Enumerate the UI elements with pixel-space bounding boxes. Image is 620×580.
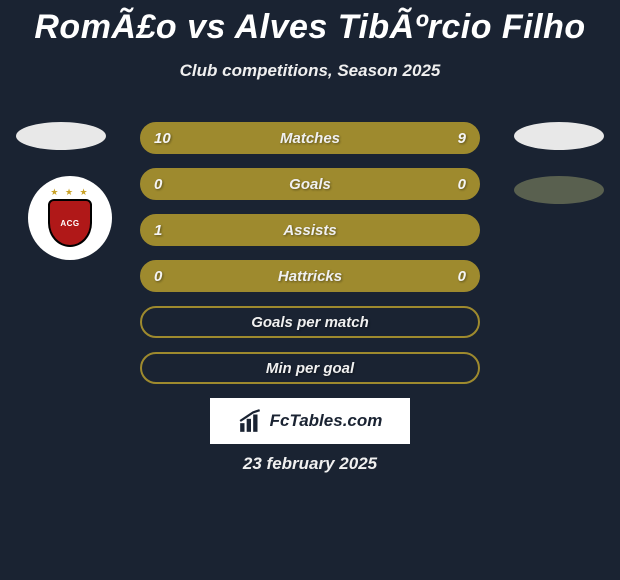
stat-row-goals-per-match: Goals per match — [140, 306, 480, 338]
date-text: 23 february 2025 — [243, 454, 377, 474]
stat-right-value: 9 — [442, 130, 466, 147]
fctables-text: FcTables.com — [270, 411, 383, 431]
player-right-club-avatar — [514, 176, 604, 204]
stat-right-value: 0 — [442, 176, 466, 193]
stat-label: Assists — [283, 222, 336, 239]
stat-left-value: 1 — [154, 222, 178, 239]
stat-label: Goals — [289, 176, 331, 193]
stat-row-assists: 1 Assists — [140, 214, 480, 246]
stat-right-value: 0 — [442, 268, 466, 285]
stat-label: Hattricks — [278, 268, 342, 285]
stat-left-value: 0 — [154, 268, 178, 285]
club-badge-left: ★ ★ ★ ACG — [28, 176, 112, 260]
stat-row-goals: 0 Goals 0 — [140, 168, 480, 200]
fctables-logo[interactable]: FcTables.com — [210, 398, 410, 444]
chart-icon — [238, 408, 264, 434]
subtitle: Club competitions, Season 2025 — [0, 61, 620, 81]
club-stars: ★ ★ ★ — [39, 187, 101, 198]
stat-left-value: 0 — [154, 176, 178, 193]
stat-row-min-per-goal: Min per goal — [140, 352, 480, 384]
stat-row-hattricks: 0 Hattricks 0 — [140, 260, 480, 292]
club-shield: ACG — [48, 199, 92, 247]
player-right-avatar — [514, 122, 604, 150]
page-title: RomÃ£o vs Alves TibÃºrcio Filho — [0, 0, 620, 47]
stat-label: Min per goal — [266, 360, 354, 377]
stat-row-matches: 10 Matches 9 — [140, 122, 480, 154]
stat-label: Goals per match — [251, 314, 369, 331]
player-left-avatar — [16, 122, 106, 150]
stats-container: 10 Matches 9 0 Goals 0 1 Assists 0 Hattr… — [140, 122, 480, 398]
stat-left-value: 10 — [154, 130, 178, 147]
stat-label: Matches — [280, 130, 340, 147]
